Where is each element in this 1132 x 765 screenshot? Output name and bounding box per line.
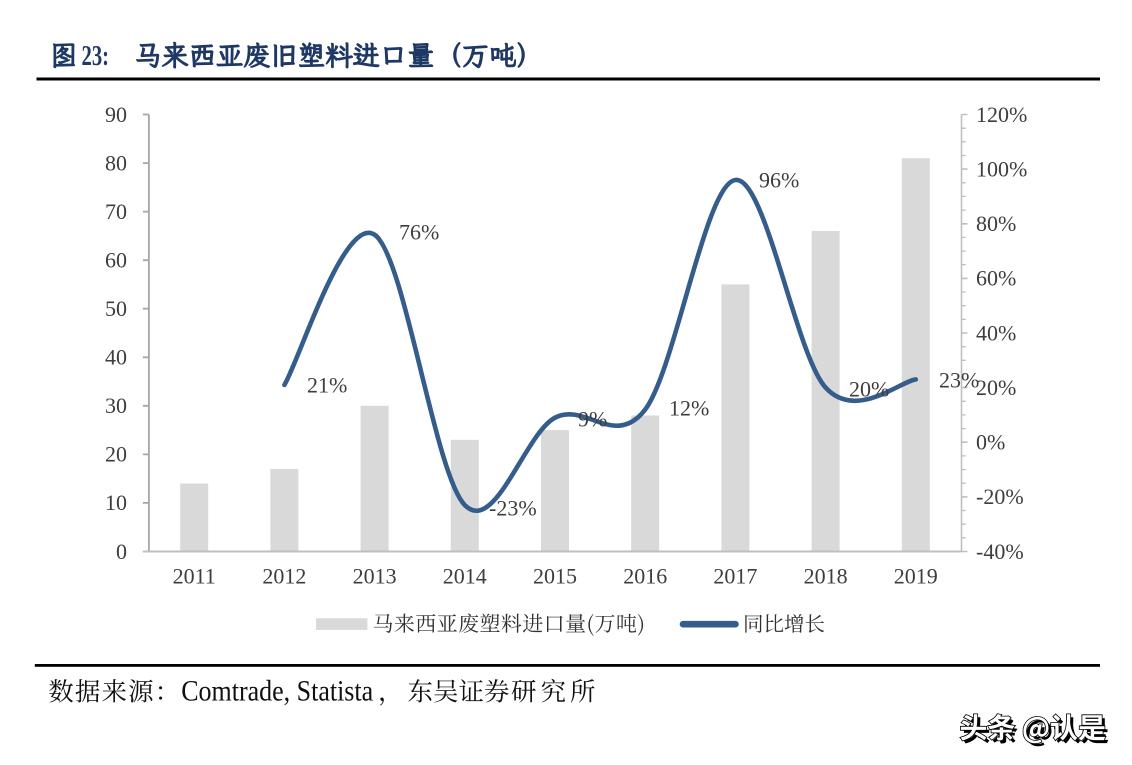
svg-text:20%: 20% <box>976 375 1016 400</box>
svg-text:0%: 0% <box>976 430 1005 455</box>
svg-text:2015: 2015 <box>533 564 577 589</box>
svg-text:0: 0 <box>116 539 127 564</box>
svg-text:60: 60 <box>105 248 127 273</box>
svg-text:Comtrade, Statista: Comtrade, Statista <box>181 675 373 708</box>
svg-text:40: 40 <box>105 345 127 370</box>
svg-text:23:: 23: <box>82 41 110 72</box>
svg-text:20: 20 <box>105 442 127 467</box>
svg-text:-20%: -20% <box>976 484 1024 509</box>
svg-text:9%: 9% <box>578 406 607 431</box>
svg-text:80: 80 <box>105 150 127 175</box>
svg-text:20%: 20% <box>849 376 889 401</box>
svg-text:90: 90 <box>105 102 127 127</box>
svg-text:50: 50 <box>105 296 127 321</box>
svg-text:96%: 96% <box>759 167 799 192</box>
svg-text:80%: 80% <box>976 211 1016 236</box>
svg-text:10: 10 <box>105 490 127 515</box>
svg-text:2019: 2019 <box>894 564 938 589</box>
svg-text:21%: 21% <box>307 372 347 397</box>
svg-text:23%: 23% <box>939 367 979 392</box>
svg-text:100%: 100% <box>976 156 1027 181</box>
svg-text:30: 30 <box>105 393 127 418</box>
svg-text:2018: 2018 <box>804 564 848 589</box>
svg-text:-40%: -40% <box>976 539 1024 564</box>
svg-text:2017: 2017 <box>713 564 757 589</box>
svg-text:2013: 2013 <box>353 564 397 589</box>
svg-text:-23%: -23% <box>489 495 537 520</box>
svg-text:70: 70 <box>105 199 127 224</box>
svg-text:60%: 60% <box>976 266 1016 291</box>
svg-text:2014: 2014 <box>443 564 487 589</box>
svg-text:12%: 12% <box>669 395 709 420</box>
svg-text:2016: 2016 <box>623 564 667 589</box>
svg-text:2011: 2011 <box>173 564 216 589</box>
svg-text:40%: 40% <box>976 320 1016 345</box>
svg-text:2012: 2012 <box>262 564 306 589</box>
svg-text:76%: 76% <box>399 219 439 244</box>
svg-text:120%: 120% <box>976 102 1027 127</box>
